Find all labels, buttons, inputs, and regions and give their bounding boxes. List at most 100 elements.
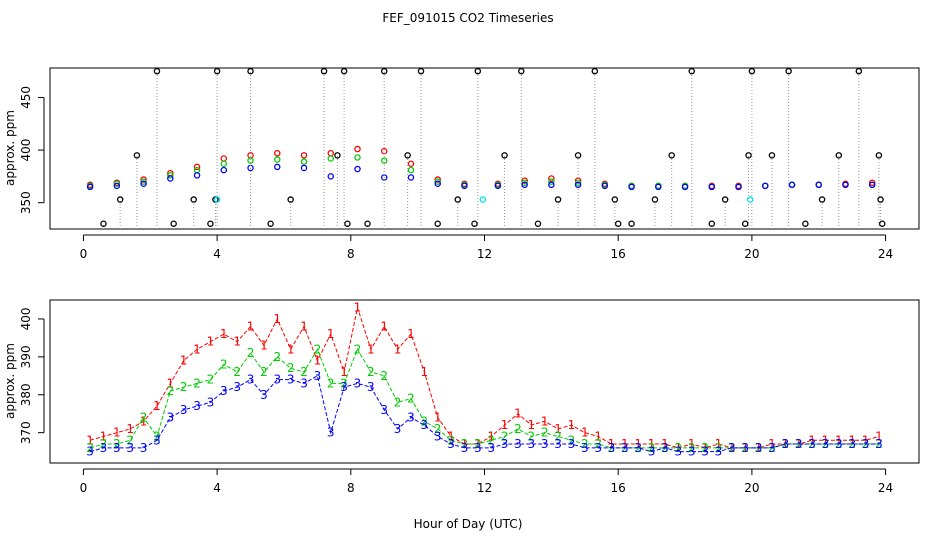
series-digit-mark: 1 (220, 327, 228, 341)
data-point (534, 220, 542, 227)
series-digit-mark: 2 (474, 437, 482, 451)
data-point (170, 220, 177, 227)
series-digit-mark: 3 (568, 437, 576, 451)
series-digit-mark: 3 (554, 437, 562, 451)
series-digit-mark: 2 (314, 342, 322, 356)
series-digit-mark: 1 (862, 433, 870, 447)
data-point (207, 220, 214, 227)
series-digit-mark: 2 (554, 429, 562, 443)
series-digit-mark: 3 (514, 437, 522, 451)
data-point (267, 220, 274, 227)
y-tick-label: 400 (19, 139, 33, 162)
series-digit-mark: 2 (180, 380, 188, 394)
series-line (89, 305, 880, 449)
series-digit-mark: 3 (260, 388, 268, 402)
data-point (167, 175, 174, 182)
series-digit-mark: 2 (140, 411, 148, 425)
series-digit-mark: 2 (153, 429, 161, 443)
data-point (140, 180, 147, 188)
series-digit-mark: 2 (501, 429, 509, 443)
series-digit-mark: 1 (100, 429, 108, 443)
data-point (611, 196, 619, 203)
series-digit-mark: 2 (380, 369, 388, 383)
data-point (521, 179, 528, 186)
series-digit-mark: 3 (501, 437, 509, 451)
series-digit-mark: 1 (153, 399, 161, 413)
series-digit-mark: 3 (447, 437, 455, 451)
data-point (591, 67, 599, 75)
series-digit-mark: 3 (474, 441, 482, 455)
plot-frame (49, 67, 920, 230)
series-digit-mark: 3 (608, 441, 616, 455)
y-tick-label: 370 (19, 421, 33, 444)
data-point (461, 182, 468, 190)
data-point (842, 181, 849, 189)
series-digit-mark: 3 (822, 437, 830, 451)
series-digit-mark: 1 (594, 429, 602, 443)
series-digit-mark: 3 (380, 403, 388, 417)
data-point (327, 155, 335, 162)
x-tick-label: 20 (744, 481, 759, 495)
panel-top: approx. ppm 0 4 8 12 16 20 24 350 400 450 (3, 67, 920, 261)
data-point (818, 196, 826, 203)
plot-frame (49, 299, 920, 464)
series-digit-mark: 1 (327, 327, 335, 341)
data-point (668, 152, 675, 159)
data-point (86, 183, 94, 191)
series-digit-mark: 2 (113, 437, 121, 451)
series-digit-mark: 3 (728, 441, 736, 455)
series-digit-mark: 2 (568, 433, 576, 447)
data-point (287, 196, 294, 203)
series-digit-mark: 1 (407, 327, 415, 341)
data-point (877, 196, 884, 203)
series-digit-mark: 1 (848, 433, 856, 447)
data-point (651, 196, 659, 203)
series-digit-mark: 1 (180, 354, 188, 368)
series-digit-mark: 2 (340, 376, 348, 390)
series-digit-mark: 2 (541, 426, 549, 440)
data-point (548, 175, 555, 182)
series-digit-mark: 2 (447, 433, 455, 447)
series-digit-mark: 1 (367, 342, 375, 356)
series-digit-mark: 3 (153, 433, 161, 447)
series-digit-mark: 3 (394, 422, 402, 436)
data-point (494, 182, 502, 190)
series-digit-mark: 3 (273, 373, 281, 387)
series-digit-mark: 1 (126, 422, 134, 436)
series-digit-mark: 3 (541, 437, 549, 451)
data-point (113, 180, 121, 188)
data-point (407, 166, 415, 174)
data-point (868, 179, 876, 186)
series-digit-mark: 2 (394, 395, 402, 409)
series-digit-mark: 3 (781, 437, 789, 451)
data-point (274, 163, 281, 171)
data-point (380, 147, 388, 155)
series-digit-mark: 1 (260, 338, 268, 352)
data-point (417, 67, 425, 75)
y-tick-label: 450 (19, 86, 33, 109)
series-digit-mark: 3 (233, 380, 241, 394)
series-digit-mark: 2 (421, 414, 429, 428)
series-digit-mark: 3 (634, 441, 642, 455)
data-point (220, 160, 228, 168)
series-digit-mark: 3 (126, 441, 134, 455)
series-digit-mark: 1 (273, 312, 281, 326)
data-point (655, 183, 662, 191)
data-point (628, 220, 635, 227)
series-digit-mark: 3 (367, 380, 375, 394)
series-digit-mark: 1 (233, 335, 241, 349)
x-tick-label: 12 (477, 247, 492, 261)
data-point (334, 152, 341, 159)
data-point (768, 152, 776, 159)
series-digit-mark: 1 (140, 414, 148, 428)
series-digit-mark: 1 (768, 437, 776, 451)
series-digit-mark: 2 (688, 441, 696, 455)
data-point (815, 181, 822, 189)
series-digit-mark: 2 (407, 392, 415, 406)
data-point (521, 177, 528, 184)
y-tick-label: 400 (19, 308, 33, 331)
x-tick-label: 0 (80, 247, 88, 261)
data-point (745, 152, 752, 159)
